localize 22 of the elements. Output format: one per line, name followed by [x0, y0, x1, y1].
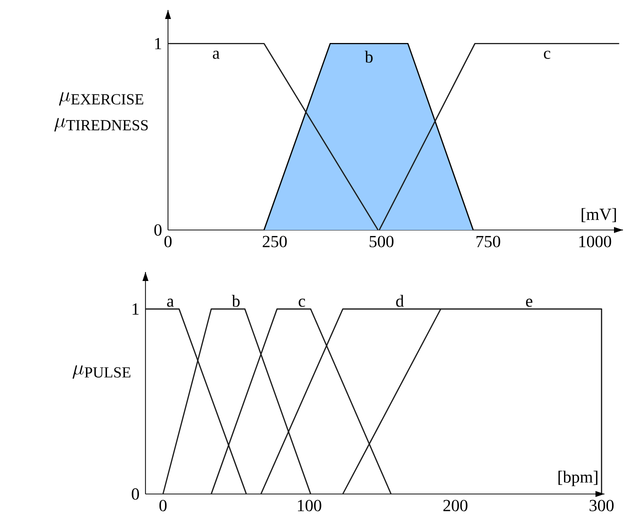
- x-tick-label: 300: [590, 500, 614, 512]
- x-axis-title: [bpm]: [558, 470, 598, 486]
- x-tick-label: 250: [262, 236, 287, 248]
- x-tick-label: 100: [298, 500, 322, 512]
- series-label: c: [298, 298, 306, 307]
- x-tick-label: 750: [476, 236, 500, 248]
- x-tick-label: 500: [370, 236, 394, 248]
- series-label: b: [364, 50, 373, 63]
- y-axis-title: $\mu_{\mathrm{PULSE}}$: [72, 365, 130, 379]
- x-tick-label: 1000: [579, 236, 612, 248]
- series-label: c: [544, 50, 550, 59]
- y-tick-label: 1: [155, 38, 162, 50]
- series-label: a: [212, 50, 220, 59]
- y-axis-title: $\begin{array}{c}\mu_{\mathrm{EXERCISE}}\\ \mu_{\mathrm{TIREDNESS}}\end{array}$: [54, 92, 148, 132]
- series-label: d: [396, 294, 404, 307]
- series-label: a: [167, 298, 174, 307]
- series-label: e: [526, 298, 532, 307]
- y-tick-label: 1: [132, 303, 139, 315]
- x-tick-label: 0: [164, 236, 172, 248]
- series-label: b: [232, 294, 240, 307]
- x-tick-label: 200: [443, 500, 468, 512]
- x-axis-title: [mV]: [582, 208, 616, 222]
